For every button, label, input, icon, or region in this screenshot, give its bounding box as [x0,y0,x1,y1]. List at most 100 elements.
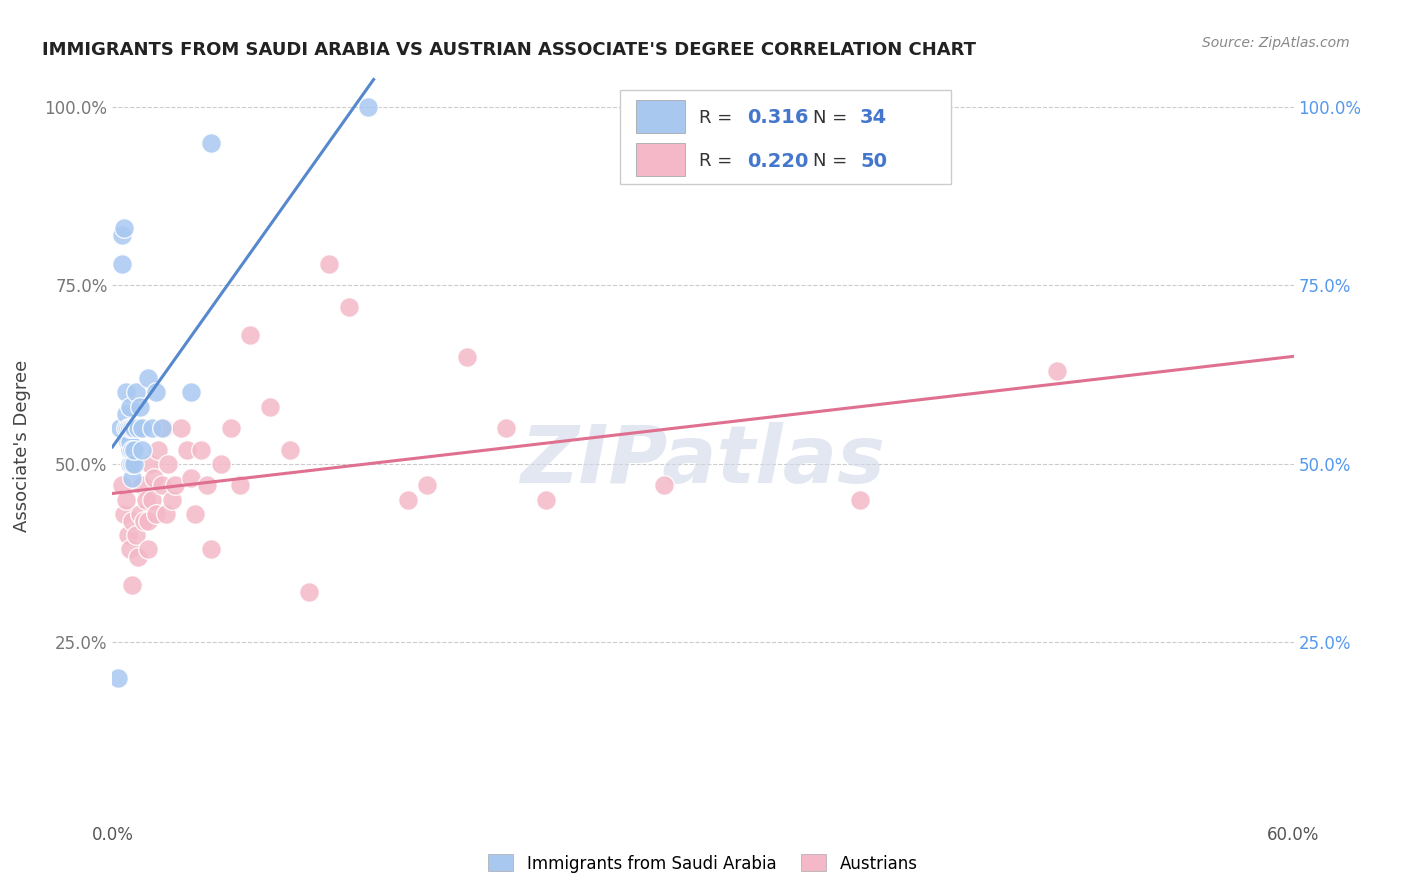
Text: N =: N = [813,152,853,170]
Point [180,471,202,485]
Point [145,507,167,521]
Text: 50: 50 [860,152,887,170]
Point [111,478,134,492]
Point [125,528,148,542]
Y-axis label: Associate's Degree: Associate's Degree [13,359,31,533]
Point [121,457,143,471]
Point [219,421,242,435]
Point [136,542,159,557]
Point [184,507,207,521]
FancyBboxPatch shape [620,90,950,184]
Point [155,507,177,521]
Point [209,457,232,471]
Point [129,400,152,414]
Point [110,421,132,435]
Point [121,514,143,528]
Text: 0.220: 0.220 [747,152,808,170]
Point [122,457,145,471]
Point [278,442,301,457]
Point [131,421,153,435]
Point [111,228,134,243]
Point [190,442,212,457]
Point [150,478,173,492]
Text: Source: ZipAtlas.com: Source: ZipAtlas.com [1202,36,1350,50]
Text: IMMIGRANTS FROM SAUDI ARABIA VS AUSTRIAN ASSOCIATE'S DEGREE CORRELATION CHART: IMMIGRANTS FROM SAUDI ARABIA VS AUSTRIAN… [42,41,976,59]
Point [117,435,139,450]
Point [145,385,167,400]
Point [416,478,439,492]
Point [150,421,173,435]
Point [141,492,163,507]
Point [120,421,142,435]
Point [127,549,149,564]
Text: 34: 34 [860,109,887,128]
Point [142,471,165,485]
Point [146,442,169,457]
Text: N =: N = [813,109,853,127]
Point [534,492,557,507]
Point [357,100,380,114]
Point [152,421,174,435]
Point [125,385,148,400]
Point [136,514,159,528]
Point [259,400,281,414]
Point [652,478,675,492]
FancyBboxPatch shape [636,100,685,133]
Point [1046,364,1069,378]
Point [121,471,143,485]
Point [120,442,142,457]
Point [495,421,517,435]
Point [141,421,163,435]
Point [115,492,138,507]
Point [127,421,149,435]
Point [200,136,222,150]
Text: R =: R = [699,152,738,170]
Point [176,442,198,457]
Point [136,371,159,385]
Point [156,457,179,471]
Point [107,671,129,685]
Point [170,421,193,435]
Point [121,442,143,457]
Point [298,585,321,599]
Point [120,457,142,471]
Point [165,478,187,492]
Point [849,492,872,507]
Point [122,442,145,457]
Point [239,328,262,343]
Point [120,400,142,414]
Point [121,421,143,435]
Point [115,385,138,400]
Point [120,435,142,450]
Point [117,421,139,435]
Point [456,350,478,364]
Text: ZIPatlas: ZIPatlas [520,422,886,500]
Point [318,257,340,271]
Point [117,528,139,542]
Point [112,221,135,235]
Text: 0.316: 0.316 [747,109,808,128]
Point [131,478,153,492]
Point [112,507,135,521]
Point [115,421,138,435]
Point [120,542,142,557]
Point [122,421,145,435]
Point [139,457,162,471]
Point [180,385,202,400]
Point [200,542,222,557]
FancyBboxPatch shape [636,143,685,176]
Point [337,300,360,314]
Point [135,492,157,507]
Point [160,492,183,507]
Point [396,492,419,507]
Point [121,578,143,592]
Text: R =: R = [699,109,738,127]
Point [111,257,134,271]
Point [195,478,218,492]
Point [129,507,152,521]
Legend: Immigrants from Saudi Arabia, Austrians: Immigrants from Saudi Arabia, Austrians [482,847,924,880]
Point [115,407,138,421]
Point [229,478,252,492]
Point [132,514,155,528]
Point [131,442,153,457]
